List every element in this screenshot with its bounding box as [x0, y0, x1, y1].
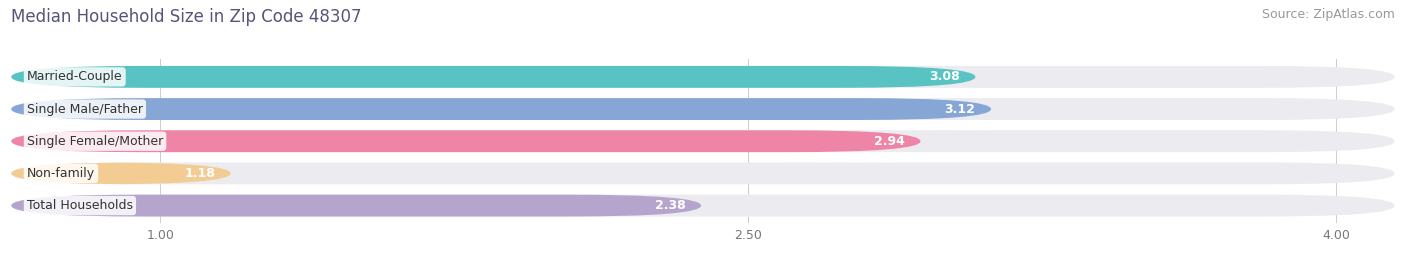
FancyBboxPatch shape	[11, 66, 1395, 88]
FancyBboxPatch shape	[11, 66, 976, 88]
Text: Median Household Size in Zip Code 48307: Median Household Size in Zip Code 48307	[11, 8, 361, 26]
Text: 2.38: 2.38	[655, 199, 685, 212]
Text: Single Male/Father: Single Male/Father	[27, 102, 143, 116]
Text: Total Households: Total Households	[27, 199, 134, 212]
FancyBboxPatch shape	[11, 162, 231, 184]
FancyBboxPatch shape	[11, 195, 1395, 217]
Text: 3.08: 3.08	[929, 70, 960, 83]
FancyBboxPatch shape	[11, 195, 702, 217]
FancyBboxPatch shape	[11, 162, 1395, 184]
FancyBboxPatch shape	[11, 98, 991, 120]
Text: Single Female/Mother: Single Female/Mother	[27, 135, 163, 148]
FancyBboxPatch shape	[11, 98, 1395, 120]
Text: Non-family: Non-family	[27, 167, 96, 180]
Text: 1.18: 1.18	[184, 167, 215, 180]
Text: 2.94: 2.94	[875, 135, 905, 148]
FancyBboxPatch shape	[11, 130, 1395, 152]
Text: Source: ZipAtlas.com: Source: ZipAtlas.com	[1261, 8, 1395, 21]
Text: 3.12: 3.12	[945, 102, 976, 116]
Text: Married-Couple: Married-Couple	[27, 70, 122, 83]
FancyBboxPatch shape	[11, 130, 921, 152]
